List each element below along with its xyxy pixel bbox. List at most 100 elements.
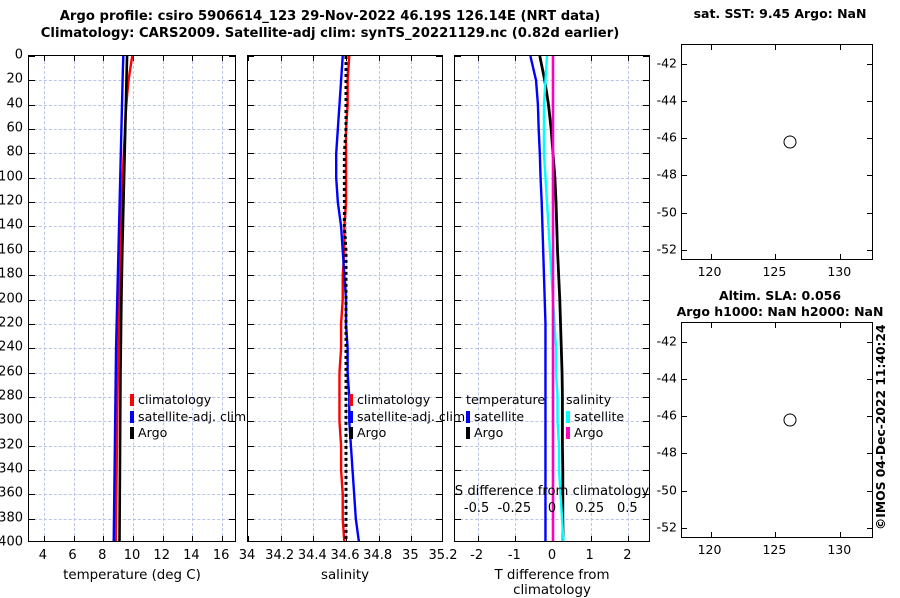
axis-tick: [29, 396, 35, 398]
x-tick-label: 12: [153, 548, 170, 563]
axis-tick: [29, 250, 35, 252]
temperature-profile-panel[interactable]: [28, 55, 236, 542]
axis-tick: [229, 275, 235, 277]
legend-swatch: [349, 427, 353, 439]
grid-line-horizontal: [29, 129, 235, 131]
axis-tick: [248, 396, 254, 398]
axis-tick: [436, 372, 442, 374]
secondary-x-tick-label: 0.25: [575, 501, 605, 516]
legend-swatch: [566, 410, 570, 423]
difference-profile-panel[interactable]: [454, 55, 650, 542]
axis-tick: [248, 202, 254, 204]
axis-tick: [29, 275, 35, 277]
curve-temperature-satellite: [529, 56, 547, 541]
axis-tick: [455, 494, 461, 496]
axis-tick: [436, 421, 442, 423]
axis-tick: [455, 250, 461, 252]
axis-tick: [455, 469, 461, 471]
grid-line-horizontal: [29, 494, 235, 496]
axis-tick: [229, 396, 235, 398]
axis-tick: [248, 129, 254, 131]
axis-tick: [436, 80, 442, 82]
sla-heatmap-canvas: [682, 323, 872, 537]
axis-tick: [455, 104, 461, 106]
axis-tick: [455, 445, 461, 447]
sst-heatmap-canvas: [682, 45, 872, 259]
axis-tick: [643, 104, 649, 106]
depth-tick-label: 160: [0, 242, 23, 258]
axis-tick: [192, 536, 194, 541]
depth-tick-label: 220: [0, 315, 23, 331]
axis-tick: [628, 56, 630, 61]
grid-line-horizontal: [248, 372, 442, 374]
axis-tick: [29, 226, 35, 228]
profile-curves: [529, 56, 565, 541]
map-tick: [775, 45, 777, 50]
map-lon-label: 125: [762, 264, 787, 279]
curve-satellite-adj--clim: [112, 56, 125, 541]
axis-tick: [436, 226, 442, 228]
axis-tick: [229, 56, 235, 57]
grid-line-horizontal: [29, 348, 235, 350]
x-tick-label: 34: [238, 548, 256, 563]
axis-tick: [643, 275, 649, 277]
axis-tick: [248, 469, 254, 471]
axis-tick: [455, 323, 461, 325]
map-tick: [867, 341, 872, 343]
legend-label: Argo: [474, 425, 504, 440]
grid-line-vertical: [133, 56, 134, 541]
axis-tick: [515, 536, 517, 541]
axis-tick: [411, 56, 413, 61]
grid-line-horizontal: [29, 177, 235, 179]
grid-line-vertical: [378, 56, 380, 541]
sst-profile-location-marker: [783, 135, 797, 149]
map-lat-label: -52: [656, 519, 677, 535]
axis-tick: [436, 494, 442, 496]
x-tick-label: 2: [623, 548, 632, 563]
map-lat-label: -42: [656, 55, 677, 71]
map-lon-label: 120: [697, 542, 722, 557]
axis-tick: [192, 56, 194, 61]
main-title-line1: Argo profile: csiro 5906614_123 29-Nov-2…: [59, 9, 601, 24]
axis-tick: [411, 536, 413, 541]
axis-tick: [643, 469, 649, 471]
legend-label: climatology: [357, 392, 431, 407]
axis-tick: [436, 323, 442, 325]
map-lon-label: 125: [762, 542, 787, 557]
axis-tick: [643, 518, 649, 520]
sst-map[interactable]: [681, 44, 873, 260]
depth-tick-label: 380: [0, 510, 23, 526]
grid-line-vertical: [411, 56, 413, 541]
axis-tick: [643, 372, 649, 374]
sla-map[interactable]: [681, 322, 873, 538]
map-tick: [682, 138, 687, 140]
depth-tick-label: 120: [0, 193, 23, 209]
salinity-profile-panel[interactable]: [247, 55, 443, 542]
depth-tick-label: 60: [6, 120, 23, 136]
map-tick: [867, 490, 872, 492]
depth-tick-label: 260: [0, 364, 23, 380]
axis-tick: [436, 299, 442, 301]
axis-tick: [436, 56, 442, 57]
depth-tick-label: 40: [6, 96, 23, 112]
axis-tick: [229, 80, 235, 82]
legend-difference-salinity: salinity satellite Argo: [566, 392, 624, 442]
map-lon-label: 130: [827, 542, 852, 557]
axis-tick: [248, 104, 254, 106]
grid-line-horizontal: [248, 348, 442, 350]
axis-tick: [229, 348, 235, 350]
axis-tick: [313, 56, 315, 61]
sla-map-title-line1: Altim. SLA: 0.056: [718, 288, 842, 303]
axis-tick: [229, 518, 235, 520]
axis-tick: [248, 250, 254, 252]
map-lat-label: -50: [656, 482, 677, 498]
x-tick-label: 14: [183, 548, 200, 563]
sla-profile-location-marker: [783, 413, 797, 427]
axis-tick: [229, 372, 235, 374]
curve-climatology: [338, 56, 351, 541]
depth-tick-label: 140: [0, 217, 23, 233]
depth-tick-label: 320: [0, 437, 23, 453]
legend-item: Argo: [349, 425, 465, 442]
legend-swatch: [130, 427, 135, 439]
map-tick: [867, 416, 872, 418]
